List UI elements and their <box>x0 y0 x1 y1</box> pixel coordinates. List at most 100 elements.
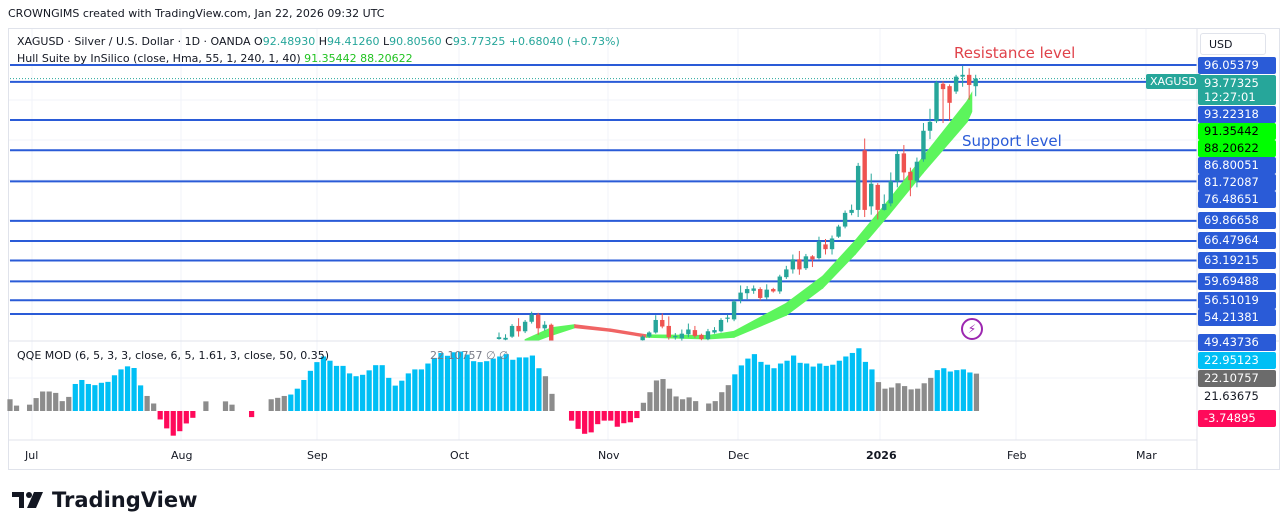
candle-body <box>895 153 900 182</box>
qqe-bar <box>399 380 405 411</box>
qqe-bar <box>771 368 777 411</box>
candle-body <box>960 74 965 77</box>
current-price-label: 93.77325 12:27:01 <box>1198 75 1276 105</box>
qqe-bar <box>653 380 660 411</box>
symbol-legend[interactable]: XAGUSD · Silver / U.S. Dollar · 1D · OAN… <box>17 35 620 48</box>
qqe-bar <box>647 392 653 411</box>
x-label-jul: Jul <box>25 449 39 462</box>
qqe-bar <box>627 411 633 423</box>
qqe-bar <box>529 355 535 411</box>
candle-body <box>908 171 913 181</box>
qqe-bar <box>862 361 869 411</box>
price-label: 59.69488 <box>1198 272 1276 290</box>
price-label: 88.20622 <box>1198 140 1276 157</box>
candle-body <box>921 130 926 160</box>
candle-body <box>673 336 678 338</box>
high-label: H <box>318 35 327 48</box>
qqe-bar <box>732 374 738 411</box>
resistance-label[interactable]: Resistance level <box>954 44 1076 62</box>
qqe-bar <box>595 411 601 425</box>
candle-body <box>816 241 822 259</box>
qqe-label: 22.10757 <box>1198 370 1276 387</box>
candle-body <box>947 86 952 103</box>
candle-body <box>927 121 933 131</box>
candle-body <box>914 161 920 182</box>
low-label: L <box>383 35 390 48</box>
qqe-bar <box>327 360 333 411</box>
candle-body <box>810 256 815 260</box>
x-label-aug: Aug <box>171 449 193 462</box>
qqe-bar <box>621 411 627 424</box>
qqe-bar <box>177 411 183 432</box>
qqe-bar <box>412 369 418 411</box>
qqe-bar <box>836 360 842 411</box>
open-value: 92.48930 <box>262 35 316 48</box>
qqe-bar <box>131 367 137 411</box>
qqe-bar <box>830 364 836 411</box>
candle-body <box>718 319 724 332</box>
qqe-bar <box>849 352 855 411</box>
candles <box>496 65 978 341</box>
qqe-bar <box>712 401 718 411</box>
qqe-bar <box>451 352 457 411</box>
candle-body <box>705 331 711 340</box>
qqe-bar <box>777 363 784 411</box>
qqe-bar <box>490 358 496 411</box>
qqe-bar <box>575 411 581 429</box>
lightning-icon[interactable]: ⚡ <box>961 318 983 340</box>
price-label: 96.05379 <box>1198 56 1276 74</box>
candle-body <box>744 289 750 294</box>
qqe-bar <box>634 411 640 419</box>
tradingview-logo[interactable]: TradingView <box>12 488 197 512</box>
qqe-bar <box>46 391 52 411</box>
hull-legend[interactable]: Hull Suite by InSilico (close, Hma, 55, … <box>17 52 413 65</box>
qqe-bar <box>823 365 829 411</box>
support-label[interactable]: Support level <box>962 132 1062 150</box>
qqe-bar <box>608 411 614 421</box>
qqe-bar <box>346 373 353 411</box>
hull-segment <box>733 302 787 338</box>
candle-body <box>836 226 841 237</box>
candle-body <box>855 165 861 210</box>
open-label: O <box>254 35 263 48</box>
qqe-bar <box>124 366 131 411</box>
qqe-bar <box>105 381 111 411</box>
price-label: 49.43736 <box>1198 333 1276 351</box>
qqe-bar <box>53 392 59 411</box>
qqe-label: 22.95123 <box>1198 352 1276 369</box>
candle-body <box>803 256 809 269</box>
candle-body <box>875 184 880 210</box>
qqe-bar <box>973 373 980 411</box>
price-label: 93.22318 <box>1198 106 1276 123</box>
high-value: 94.41260 <box>327 35 380 48</box>
qqe-bar <box>666 388 673 411</box>
qqe-legend[interactable]: QQE MOD (6, 5, 3, 3, close, 6, 5, 1.61, … <box>17 349 330 362</box>
qqe-bar <box>164 411 170 429</box>
qqe-bar <box>947 371 953 411</box>
candle-body <box>509 325 515 337</box>
qqe-bar <box>222 401 229 411</box>
qqe-bar <box>203 401 209 411</box>
x-label-mar: Mar <box>1136 449 1157 462</box>
qqe-bar <box>582 411 588 434</box>
qqe-bar <box>66 396 72 411</box>
qqe-bar <box>386 377 392 411</box>
currency-selector[interactable]: USD <box>1200 33 1266 55</box>
price-label: 69.86658 <box>1198 212 1276 230</box>
qqe-bar <box>510 359 516 411</box>
qqe-bar <box>784 360 790 411</box>
candle-body <box>823 244 828 250</box>
price-label: 56.51019 <box>1198 291 1276 309</box>
qqe-bar <box>366 370 372 411</box>
candle-body <box>692 330 698 337</box>
qqe-bar <box>921 383 927 411</box>
symbol-tag: XAGUSD <box>1146 74 1201 89</box>
hull-value-2: 88.20622 <box>360 52 413 65</box>
candle-body <box>901 153 907 173</box>
qqe-bar <box>614 411 620 427</box>
candle-body <box>784 269 789 278</box>
qqe-bar <box>895 383 901 411</box>
qqe-bar <box>791 355 797 411</box>
price-label: 66.47964 <box>1198 232 1276 250</box>
